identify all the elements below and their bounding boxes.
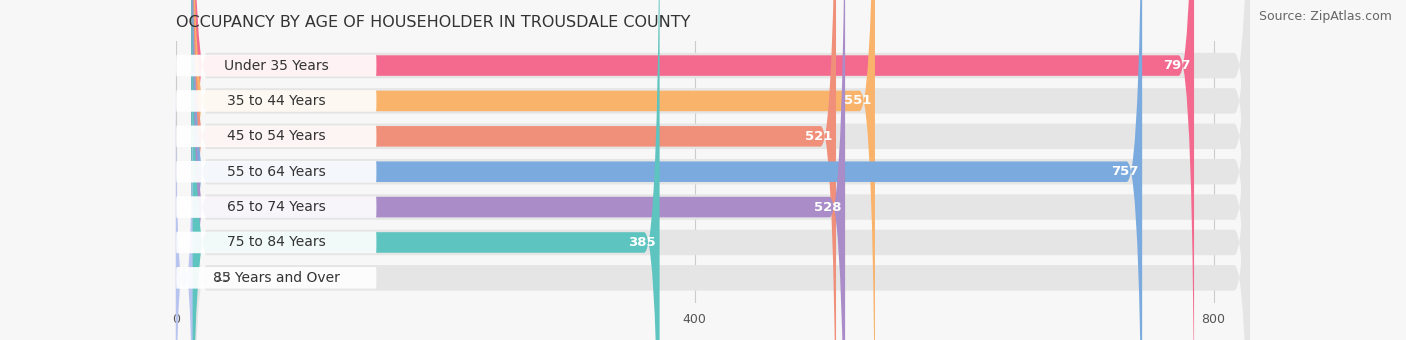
FancyBboxPatch shape bbox=[191, 0, 1250, 340]
Text: 797: 797 bbox=[1163, 59, 1189, 72]
FancyBboxPatch shape bbox=[176, 267, 377, 289]
FancyBboxPatch shape bbox=[176, 58, 193, 340]
Text: 45 to 54 Years: 45 to 54 Years bbox=[226, 129, 326, 143]
FancyBboxPatch shape bbox=[191, 0, 1250, 340]
FancyBboxPatch shape bbox=[176, 196, 377, 218]
Text: 385: 385 bbox=[628, 236, 655, 249]
Text: OCCUPANCY BY AGE OF HOUSEHOLDER IN TROUSDALE COUNTY: OCCUPANCY BY AGE OF HOUSEHOLDER IN TROUS… bbox=[176, 15, 690, 30]
FancyBboxPatch shape bbox=[191, 0, 1250, 340]
FancyBboxPatch shape bbox=[191, 0, 1250, 340]
FancyBboxPatch shape bbox=[176, 90, 377, 112]
FancyBboxPatch shape bbox=[176, 55, 377, 76]
Text: Under 35 Years: Under 35 Years bbox=[224, 58, 329, 72]
Text: 35 to 44 Years: 35 to 44 Years bbox=[226, 94, 326, 108]
FancyBboxPatch shape bbox=[191, 0, 1250, 340]
Text: Source: ZipAtlas.com: Source: ZipAtlas.com bbox=[1258, 10, 1392, 23]
Text: 757: 757 bbox=[1111, 165, 1139, 178]
FancyBboxPatch shape bbox=[191, 0, 875, 340]
FancyBboxPatch shape bbox=[191, 0, 845, 340]
Text: 13: 13 bbox=[215, 271, 232, 284]
FancyBboxPatch shape bbox=[176, 161, 377, 183]
FancyBboxPatch shape bbox=[191, 0, 659, 340]
FancyBboxPatch shape bbox=[191, 0, 837, 340]
Text: 521: 521 bbox=[804, 130, 832, 143]
FancyBboxPatch shape bbox=[191, 0, 1250, 340]
Text: 551: 551 bbox=[844, 95, 872, 107]
FancyBboxPatch shape bbox=[191, 0, 1142, 340]
FancyBboxPatch shape bbox=[176, 232, 377, 253]
Text: 75 to 84 Years: 75 to 84 Years bbox=[226, 236, 326, 250]
FancyBboxPatch shape bbox=[191, 0, 1250, 340]
FancyBboxPatch shape bbox=[191, 0, 1194, 340]
Text: 528: 528 bbox=[814, 201, 841, 214]
Text: 85 Years and Over: 85 Years and Over bbox=[212, 271, 340, 285]
Text: 55 to 64 Years: 55 to 64 Years bbox=[226, 165, 326, 179]
FancyBboxPatch shape bbox=[176, 125, 377, 147]
Text: 65 to 74 Years: 65 to 74 Years bbox=[226, 200, 326, 214]
